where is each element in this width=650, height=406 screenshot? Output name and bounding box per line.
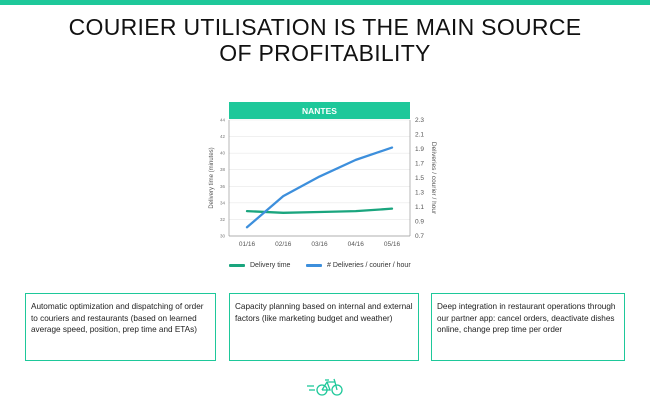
feature-box-restaurant-integration: Deep integration in restaurant operation… xyxy=(431,293,625,361)
y-right-tick-label: 1.1 xyxy=(415,204,424,211)
legend-label-delivery-time: Delivery time xyxy=(250,262,291,269)
x-tick-label: 02/16 xyxy=(275,241,292,248)
series-line-deliveries xyxy=(245,146,394,229)
legend-item-delivery-time: Delivery time xyxy=(229,262,290,269)
feature-box-text: Deep integration in restaurant operation… xyxy=(437,302,616,334)
slide-title-line-2: OF PROFITABILITY xyxy=(219,40,431,66)
x-tick-label: 05/16 xyxy=(384,241,401,248)
y-left-tick-label: 34 xyxy=(220,200,226,205)
y-right-tick-label: 1.9 xyxy=(415,146,424,153)
feature-box-optimization: Automatic optimization and dispatching o… xyxy=(25,293,216,361)
y-right-tick-label: 1.3 xyxy=(415,190,424,197)
legend-item-deliveries: # Deliveries / courier / hour xyxy=(306,262,411,269)
chart-svg: NANTES 30 32 34 36 38 40 42 44 0.7 0.9 1.1 1.3 1.5 1.7… xyxy=(209,102,437,248)
series-line-delivery-time xyxy=(245,207,394,214)
y-right-tick-label: 1.7 xyxy=(415,161,424,168)
y-left-tick-label: 40 xyxy=(220,151,226,156)
y-left-tick-label: 32 xyxy=(220,217,226,222)
chart: NANTES 30 32 34 36 38 40 42 44 0.7 0.9 1.1 1.3 1.5 1.7… xyxy=(200,100,440,280)
y-left-tick-label: 44 xyxy=(220,118,226,123)
feature-box-text: Capacity planning based on internal and … xyxy=(235,302,413,323)
y-left-tick-label: 30 xyxy=(220,234,226,239)
feature-box-capacity-planning: Capacity planning based on internal and … xyxy=(229,293,419,361)
bike-icon xyxy=(305,376,345,398)
x-tick-label: 03/16 xyxy=(311,241,328,248)
y-right-tick-label: 2.3 xyxy=(415,117,424,124)
slide-title: COURIER UTILISATION IS THE MAIN SOURCE O… xyxy=(0,14,650,66)
y-left-tick-label: 38 xyxy=(220,167,226,172)
x-tick-label: 01/16 xyxy=(239,241,256,248)
y-left-axis-label: Delivery time (minutes) xyxy=(209,147,215,208)
legend-swatch-deliveries xyxy=(306,264,322,267)
x-tick-label: 04/16 xyxy=(348,241,365,248)
top-accent-bar xyxy=(0,0,650,5)
chart-legend: Delivery time # Deliveries / courier / h… xyxy=(229,262,419,274)
legend-label-deliveries: # Deliveries / courier / hour xyxy=(327,262,411,269)
y-right-tick-label: 2.1 xyxy=(415,132,424,139)
y-left-tick-label: 36 xyxy=(220,184,226,189)
y-right-axis-label: Deliveries / courier / hour xyxy=(430,142,437,215)
y-right-tick-label: 1.5 xyxy=(415,175,424,182)
slide-title-line-1: COURIER UTILISATION IS THE MAIN SOURCE xyxy=(68,14,582,40)
feature-box-text: Automatic optimization and dispatching o… xyxy=(31,302,204,334)
legend-swatch-delivery-time xyxy=(229,264,245,267)
y-right-tick-label: 0.9 xyxy=(415,219,424,226)
chart-title: NANTES xyxy=(302,106,337,116)
y-left-tick-label: 42 xyxy=(220,134,226,139)
chart-title-banner xyxy=(229,102,410,119)
y-right-tick-label: 0.7 xyxy=(415,233,424,240)
